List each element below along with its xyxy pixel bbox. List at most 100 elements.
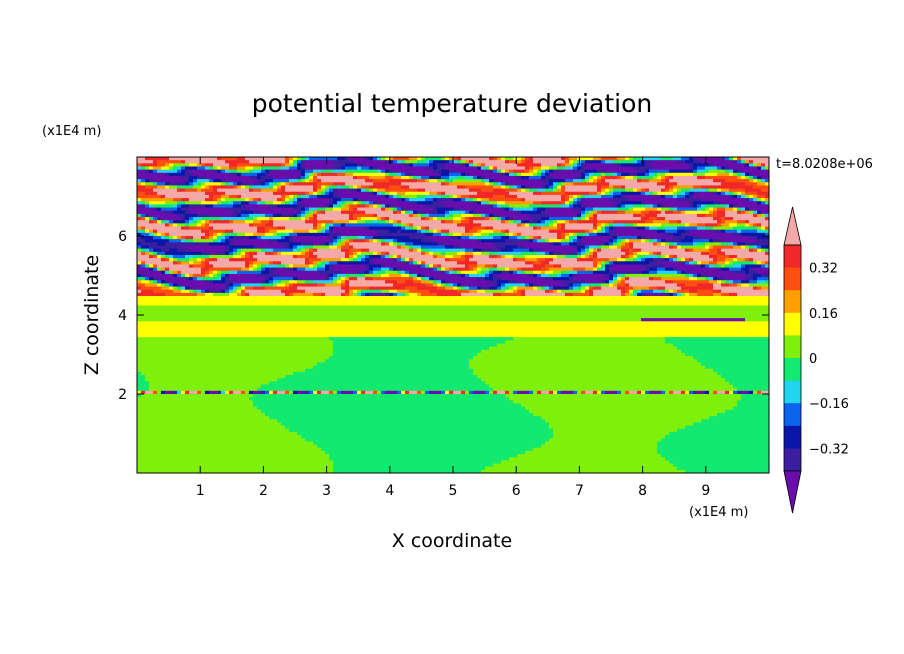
field-cell xyxy=(749,220,754,224)
field-cell xyxy=(429,169,434,174)
field-cell xyxy=(657,166,662,171)
field-cell xyxy=(141,169,146,174)
field-cell xyxy=(509,169,514,174)
field-cell xyxy=(277,179,282,183)
field-cell xyxy=(765,188,769,193)
field-cell xyxy=(425,207,430,212)
field-cell xyxy=(685,204,690,209)
field-cell xyxy=(325,242,330,247)
field-cell xyxy=(213,245,218,250)
field-cell xyxy=(693,232,698,237)
field-cell xyxy=(233,172,238,177)
field-cell xyxy=(573,194,578,199)
field-cell xyxy=(501,204,506,209)
field-cell xyxy=(229,175,234,180)
field-cell xyxy=(661,220,666,224)
field-cell xyxy=(749,242,754,247)
field-cell xyxy=(657,229,662,234)
field-cell xyxy=(329,207,334,212)
field-cell xyxy=(189,163,194,168)
field-cell xyxy=(421,251,426,256)
field-cell xyxy=(589,166,594,171)
field-cell xyxy=(269,157,274,161)
field-cell xyxy=(409,213,414,218)
field-cell xyxy=(705,185,710,190)
field-cell xyxy=(649,245,654,250)
field-cell xyxy=(597,201,602,205)
field-cell xyxy=(653,242,658,247)
field-cell xyxy=(309,198,314,202)
field-cell xyxy=(757,217,762,221)
field-cell xyxy=(733,182,738,187)
field-cell xyxy=(573,188,578,193)
field-cell xyxy=(593,220,598,224)
field-cell xyxy=(633,217,638,221)
field-cell xyxy=(337,242,342,247)
field-cell xyxy=(277,204,282,209)
field-cell xyxy=(625,204,630,209)
field-cell xyxy=(257,220,262,224)
field-cell xyxy=(601,236,606,240)
field-cell xyxy=(173,198,178,202)
field-cell xyxy=(513,182,518,187)
field-cell xyxy=(617,226,622,231)
field-cell xyxy=(233,210,238,215)
field-cell xyxy=(701,166,706,171)
field-cell xyxy=(253,191,258,196)
field-cell xyxy=(385,251,390,256)
field-cell xyxy=(673,239,678,243)
field-cell xyxy=(585,163,590,168)
field-cell xyxy=(753,163,758,168)
field-cell xyxy=(181,245,186,250)
field-cell xyxy=(297,201,302,205)
field-cell xyxy=(709,217,714,221)
field-cell xyxy=(657,185,662,190)
field-cell xyxy=(685,232,690,237)
field-cell xyxy=(305,210,310,215)
field-cell xyxy=(157,220,162,224)
field-cell xyxy=(633,204,638,209)
field-cell xyxy=(401,172,406,177)
field-cell xyxy=(589,251,594,256)
field-cell xyxy=(337,182,342,187)
field-cell xyxy=(409,220,414,224)
field-cell xyxy=(629,242,634,247)
field-cell xyxy=(289,163,294,168)
field-cell xyxy=(753,185,758,190)
field-cell xyxy=(545,245,550,250)
field-cell xyxy=(189,160,194,164)
field-cell xyxy=(145,210,150,215)
field-cell xyxy=(389,163,394,168)
field-cell xyxy=(365,210,370,215)
field-cell xyxy=(305,166,310,171)
field-cell xyxy=(313,169,318,174)
field-cell xyxy=(613,210,618,215)
field-cell xyxy=(425,210,430,215)
field-cell xyxy=(193,207,198,212)
field-cell xyxy=(537,166,542,171)
field-cell xyxy=(733,157,738,161)
field-cell xyxy=(549,223,554,228)
field-cell xyxy=(641,201,646,205)
field-cell xyxy=(709,220,714,224)
field-cell xyxy=(205,160,210,164)
field-cell xyxy=(285,213,290,218)
field-cell xyxy=(313,210,318,215)
field-cell xyxy=(437,169,442,174)
field-cell xyxy=(597,163,602,168)
field-cell xyxy=(461,242,466,247)
field-cell xyxy=(577,191,582,196)
field-cell xyxy=(525,191,530,196)
field-cell xyxy=(485,172,490,177)
field-cell xyxy=(197,182,202,187)
field-cell xyxy=(365,207,370,212)
field-cell xyxy=(689,248,694,253)
field-cell xyxy=(293,226,298,231)
field-cell xyxy=(313,204,318,209)
field-cell xyxy=(333,251,338,256)
field-cell xyxy=(485,245,490,250)
field-cell xyxy=(173,172,178,177)
field-cell xyxy=(217,245,222,250)
field-cell xyxy=(225,223,230,228)
field-cell xyxy=(725,248,730,253)
